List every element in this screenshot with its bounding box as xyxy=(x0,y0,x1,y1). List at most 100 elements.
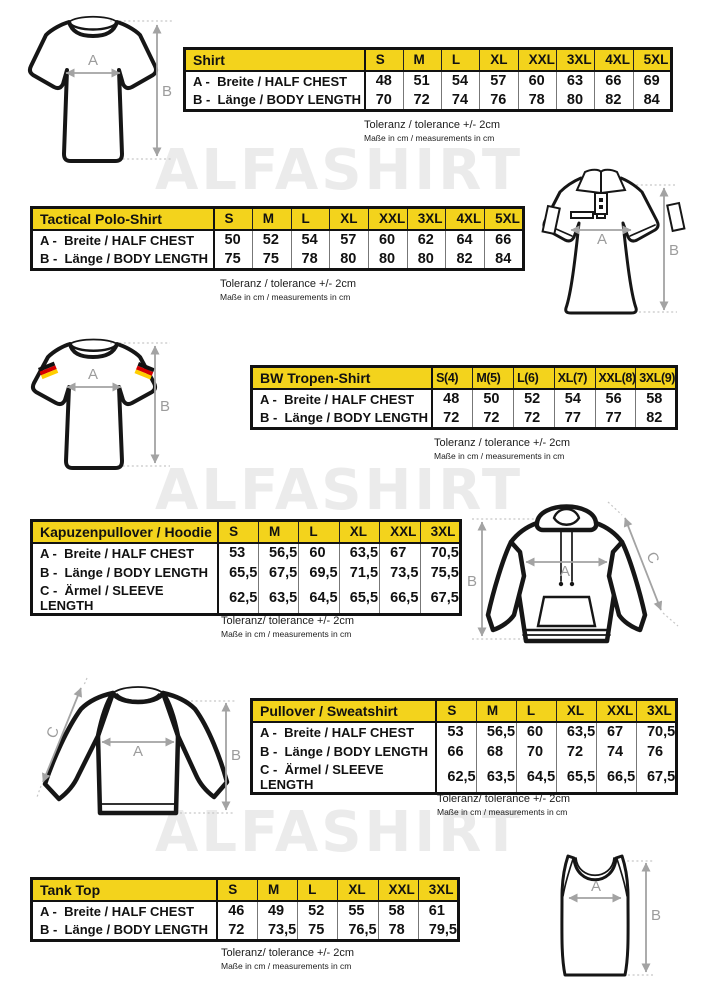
size-value-cell: 65,5 xyxy=(217,562,259,583)
left-sleeve xyxy=(485,539,527,633)
measure-unit-line: Maße in cm / measurements in cm xyxy=(437,806,568,817)
size-column-header: S xyxy=(435,699,477,723)
label-a: A xyxy=(591,878,601,895)
size-value-cell: 46 xyxy=(216,900,258,921)
size-value-cell: 62 xyxy=(406,229,446,250)
size-column-header: XXL xyxy=(379,520,421,544)
size-header-row: Shirt S M L XL XXL 3XL 4XL 5XL xyxy=(184,48,672,72)
size-column-header: 3XL xyxy=(419,520,461,544)
size-column-header: 3XL xyxy=(555,48,595,72)
size-value-cell: 55 xyxy=(337,900,379,921)
tolerance-note: Toleranz / tolerance +/- 2cm Maße in cm … xyxy=(220,278,356,303)
label-a: A xyxy=(560,563,570,580)
tolerance-line: Toleranz/ tolerance +/- 2cm xyxy=(221,615,354,627)
size-value-cell: 58 xyxy=(635,388,677,409)
size-value-cell: 64,5 xyxy=(515,761,557,793)
measurement-row: C - Ärmel / SLEEVE LENGTH 62,5 63,5 64,5 65,… xyxy=(252,761,677,793)
measure-unit-line: Maße in cm / measurements in cm xyxy=(221,628,352,639)
size-value-cell: 80 xyxy=(329,249,369,270)
size-header-row: Tactical Polo-Shirt S M L XL XXL 3XL 4XL 5XL xyxy=(31,207,524,231)
size-value-cell: 63,5 xyxy=(475,761,517,793)
measurement-row-label: A - Breite / HALF CHEST xyxy=(260,724,415,740)
size-value-cell: 67 xyxy=(379,542,421,563)
sweatshirt-diagram: C A B xyxy=(36,677,241,816)
size-value-cell: 80 xyxy=(555,90,595,111)
tolerance-note: Toleranz/ tolerance +/- 2cm Maße in cm /… xyxy=(437,793,570,818)
garment-body xyxy=(508,520,625,644)
measurement-row-label: C - Ärmel / SLEEVE LENGTH xyxy=(260,761,388,792)
sleeve-length-arrow xyxy=(623,517,663,611)
size-value-cell: 56,5 xyxy=(257,542,299,563)
size-header-row: BW Tropen-Shirt S(4) M(5) L(6) XL(7) XXL(8) 3X… xyxy=(251,366,677,390)
size-value-cell: 48 xyxy=(431,388,473,409)
size-value-cell: 82 xyxy=(635,408,677,429)
label-a: A xyxy=(88,52,98,69)
size-column-header: XL xyxy=(555,699,597,723)
size-value-cell: 57 xyxy=(479,70,519,91)
size-column-header: M(5) xyxy=(472,366,514,390)
tolerance-line: Toleranz / tolerance +/- 2cm xyxy=(364,119,501,131)
drawstring-tip xyxy=(569,581,575,587)
garment-body xyxy=(95,690,181,816)
measurement-row-label: A - Breite / HALF CHEST xyxy=(40,903,195,919)
size-column-header: L xyxy=(440,48,480,72)
size-value-cell: 54 xyxy=(553,388,595,409)
size-value-cell: 60 xyxy=(298,542,340,563)
size-column-header: XXL xyxy=(377,878,419,902)
size-header-row: Pullover / Sweatshirt S M L XL XXL 3XL xyxy=(251,699,677,723)
size-column-header: S xyxy=(363,48,404,72)
hood xyxy=(534,504,599,533)
size-value-cell: 75 xyxy=(251,249,291,270)
size-value-cell: 67 xyxy=(595,721,637,742)
measurement-row-label: A - Breite / HALF CHEST xyxy=(193,73,348,89)
label-b: B xyxy=(467,573,477,590)
tank-top-table-title: Tank Top xyxy=(31,878,218,902)
collar-top-line xyxy=(112,686,164,694)
measurement-row-label: A - Breite / HALF CHEST xyxy=(260,391,415,407)
size-value-cell: 75 xyxy=(212,249,253,270)
size-column-header: XL xyxy=(479,48,519,72)
size-value-cell: 84 xyxy=(632,90,672,111)
flag-stripe-gold xyxy=(134,369,152,380)
size-value-cell: 67,5 xyxy=(419,582,461,614)
size-column-header: L xyxy=(297,878,338,902)
size-value-cell: 64 xyxy=(445,229,485,250)
flag-stripe-black xyxy=(137,362,155,373)
label-b: B xyxy=(651,907,661,924)
measurement-row-label: B - Länge / BODY LENGTH xyxy=(40,565,209,580)
size-column-header: 5XL xyxy=(632,48,672,72)
size-value-cell: 66 xyxy=(484,229,524,250)
shirt-table-title: Shirt xyxy=(184,48,365,72)
measurement-row-label: B - Länge / BODY LENGTH xyxy=(260,744,429,759)
size-value-cell: 66,5 xyxy=(595,761,637,793)
tolerance-note: Toleranz/ tolerance +/- 2cm Maße in cm /… xyxy=(221,615,354,640)
measurement-row: A - Breite / HALF CHEST 46 49 52 55 58 61 xyxy=(32,900,459,921)
alfashirt-watermark: ALFASHIRT xyxy=(155,800,524,865)
bw-tropen-shirt-table-title: BW Tropen-Shirt xyxy=(251,366,433,390)
size-value-cell: 70,5 xyxy=(419,542,461,563)
measurement-row-label: A - Breite / HALF CHEST xyxy=(40,232,195,248)
size-column-header: XL(7) xyxy=(553,366,595,390)
size-column-header: 3XL xyxy=(417,878,459,902)
shirt-size-table: Shirt S M L XL XXL 3XL 4XL 5XL A - Breite / HALF … xyxy=(183,47,673,112)
size-value-cell: 56 xyxy=(594,388,636,409)
size-value-cell: 77 xyxy=(553,408,595,429)
size-header-row: Kapuzenpullover / Hoodie S M L XL XXL 3XL xyxy=(31,520,461,544)
size-value-cell: 72 xyxy=(216,920,258,941)
sleeve-pocket-rect xyxy=(666,201,686,233)
size-column-header: M xyxy=(256,878,298,902)
size-column-header: S xyxy=(216,878,258,902)
label-a: A xyxy=(597,231,607,248)
sleeve-leader-line xyxy=(36,785,42,798)
size-value-cell: 63,5 xyxy=(555,721,597,742)
hood-opening xyxy=(552,507,581,526)
size-value-cell: 54 xyxy=(440,70,480,91)
measurement-row-label: B - Länge / BODY LENGTH xyxy=(40,251,209,267)
armhole-band-line xyxy=(562,858,574,897)
size-value-cell: 56,5 xyxy=(475,721,517,742)
size-column-header: 5XL xyxy=(484,207,524,231)
tank-top-diagram: A B xyxy=(560,854,661,977)
measure-unit-line: Maße in cm / measurements in cm xyxy=(364,132,495,143)
size-value-cell: 74 xyxy=(440,90,480,111)
